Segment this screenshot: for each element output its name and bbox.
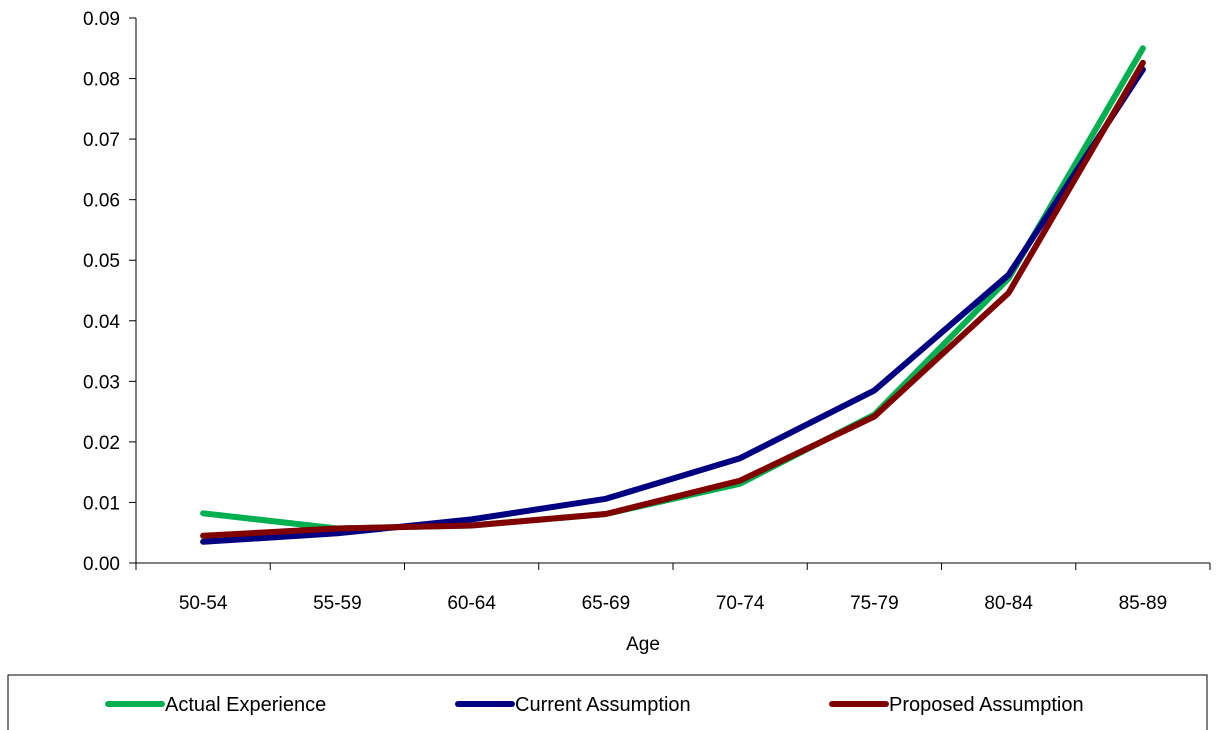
y-tick-label: 0.01 bbox=[83, 493, 120, 514]
y-tick-label: 0.03 bbox=[83, 372, 120, 393]
y-tick-label: 0.02 bbox=[83, 433, 120, 454]
y-tick-label: 0.07 bbox=[83, 130, 120, 151]
x-tick-label: 70-74 bbox=[716, 593, 765, 614]
series-line-current-assumption bbox=[200, 66, 1146, 545]
legend-label: Current Assumption bbox=[515, 694, 691, 716]
y-tick-label: 0.05 bbox=[83, 251, 120, 272]
x-tick-label: 75-79 bbox=[850, 593, 899, 614]
x-tick-label: 55-59 bbox=[313, 593, 362, 614]
y-axis: 0.00 0.01 0.02 0.03 0.04 0.05 0.06 0.07 0.08 0.09 bbox=[83, 9, 137, 575]
x-tick-label: 50-54 bbox=[179, 593, 228, 614]
legend: Actual Experience Current Assumption Propo… bbox=[7, 674, 1208, 730]
y-tick-label: 0.09 bbox=[83, 9, 120, 30]
series-group bbox=[200, 45, 1146, 545]
x-axis: 50-54 55-59 60-64 65-69 70-74 75-79 80-84 85-89 bbox=[135, 562, 1211, 614]
y-tick-label: 0.00 bbox=[83, 554, 120, 575]
legend-label: Actual Experience bbox=[165, 694, 326, 716]
series-line-actual-experience bbox=[200, 45, 1146, 532]
x-tick-label: 60-64 bbox=[447, 593, 496, 614]
y-tick-label: 0.08 bbox=[83, 70, 120, 91]
legend-label: Proposed Assumption bbox=[889, 694, 1084, 716]
legend-box bbox=[7, 674, 1208, 730]
x-tick-label: 65-69 bbox=[582, 593, 631, 614]
y-tick-label: 0.06 bbox=[83, 191, 120, 212]
series-line-proposed-assumption bbox=[200, 59, 1146, 539]
x-tick-label: 85-89 bbox=[1119, 593, 1168, 614]
y-tick-label: 0.04 bbox=[83, 312, 120, 333]
x-tick-label: 80-84 bbox=[984, 593, 1033, 614]
x-axis-title: Age bbox=[626, 634, 660, 655]
